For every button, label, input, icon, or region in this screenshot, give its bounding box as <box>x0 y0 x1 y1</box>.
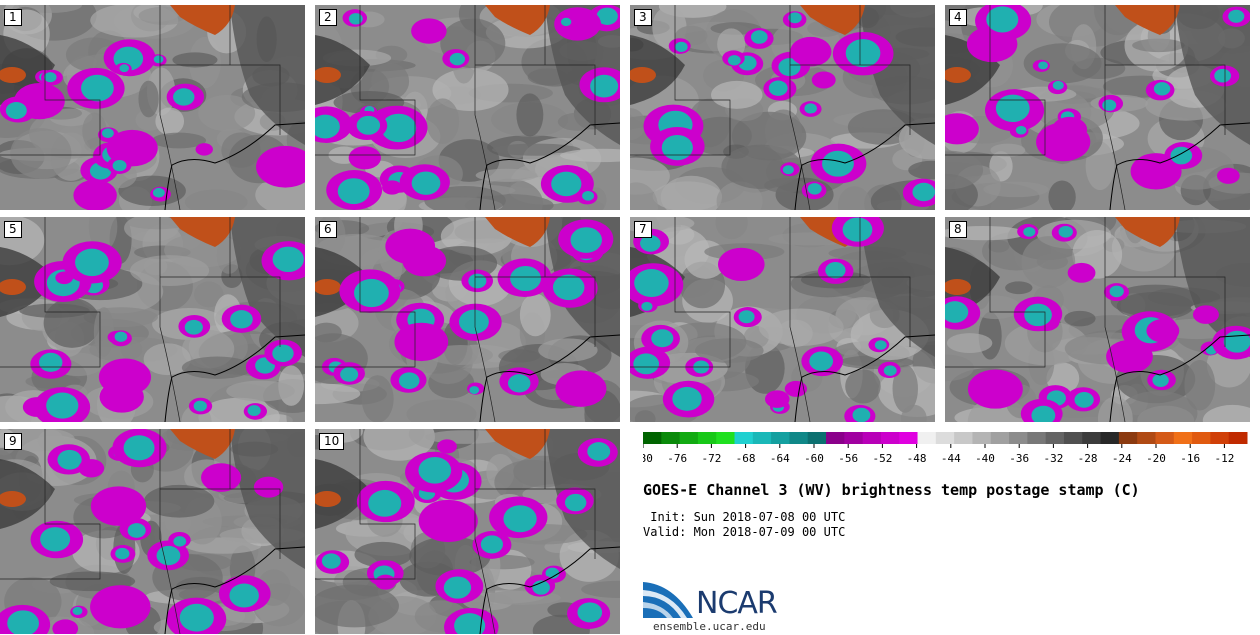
colorbar-segment <box>972 432 992 444</box>
colorbar-tick-label: -64 <box>770 452 790 465</box>
colorbar-tick-label: -36 <box>1009 452 1029 465</box>
panel-number-label: 5 <box>4 221 22 238</box>
colorbar-tick-label: -60 <box>804 452 824 465</box>
init-time: Init: Sun 2018-07-08 00 UTC <box>643 510 846 524</box>
forecast-panel-4: 4 <box>945 5 1250 210</box>
forecast-panel-2: 2 <box>315 5 620 210</box>
colorbar-segment <box>880 432 900 444</box>
water-vapor-map <box>945 217 1250 422</box>
water-vapor-map <box>0 217 305 422</box>
forecast-panel-10: 10 <box>315 429 620 634</box>
colorbar-segment <box>1137 432 1156 444</box>
panel-number-label: 10 <box>319 433 345 450</box>
colorbar-tick-label: -56 <box>838 452 858 465</box>
panel-number-label: 6 <box>319 221 337 238</box>
panel-number-label: 3 <box>634 9 652 26</box>
water-vapor-map <box>630 5 935 210</box>
colorbar-tick-label: -32 <box>1043 452 1063 465</box>
colorbar-segment <box>844 432 864 444</box>
colorbar-segment <box>1210 432 1230 444</box>
colorbar-tick-label: -76 <box>667 452 687 465</box>
colorbar: -80 -76 -72 -68 -64 -60 -56 -52 -48 -44 -40 -36 -32 -… <box>643 432 1248 465</box>
forecast-panel-1: 1 <box>0 5 305 210</box>
colorbar-tick-label: -28 <box>1078 452 1098 465</box>
colorbar-segment <box>1155 432 1175 444</box>
colorbar-segment <box>1045 432 1065 444</box>
colorbar-segment <box>826 432 845 444</box>
forecast-panel-7: 7 <box>630 217 935 422</box>
colorbar-segment <box>954 432 973 444</box>
water-vapor-map <box>315 217 620 422</box>
colorbar-segment <box>1118 432 1138 444</box>
colorbar-segment <box>1173 432 1193 444</box>
colorbar-tick-label: -52 <box>872 452 892 465</box>
colorbar-segment <box>917 432 937 444</box>
colorbar-tick-label: -48 <box>907 452 927 465</box>
panel-number-label: 7 <box>634 221 652 238</box>
website-url[interactable]: ensemble.ucar.edu <box>653 620 766 633</box>
colorbar-segment <box>935 432 955 444</box>
colorbar-tick-label: -80 <box>643 452 653 465</box>
panel-number-label: 8 <box>949 221 967 238</box>
forecast-panel-5: 5 <box>0 217 305 422</box>
water-vapor-map <box>0 429 305 634</box>
colorbar-segment <box>1027 432 1047 444</box>
panel-number-label: 1 <box>4 9 22 26</box>
ncar-logo-icon <box>643 582 693 618</box>
colorbar-segment <box>661 432 681 444</box>
colorbar-tick-label: -20 <box>1146 452 1166 465</box>
colorbar-tick-label: -72 <box>701 452 721 465</box>
colorbar-segment <box>734 432 754 444</box>
water-vapor-map <box>0 5 305 210</box>
colorbar-segment <box>1228 432 1248 444</box>
colorbar-segment <box>752 432 772 444</box>
colorbar-segment <box>697 432 717 444</box>
colorbar-tick-label: -40 <box>975 452 995 465</box>
colorbar-tick-label: -16 <box>1180 452 1200 465</box>
valid-time: Valid: Mon 2018-07-09 00 UTC <box>643 525 846 539</box>
colorbar-tick-label: -12 <box>1214 452 1234 465</box>
forecast-panel-3: 3 <box>630 5 935 210</box>
forecast-panel-6: 6 <box>315 217 620 422</box>
colorbar-segment <box>789 432 809 444</box>
water-vapor-map <box>315 5 620 210</box>
colorbar-segment <box>1009 432 1028 444</box>
colorbar-segment <box>807 432 827 444</box>
colorbar-segment <box>643 432 662 444</box>
water-vapor-map <box>630 217 935 422</box>
colorbar-tick-label: -24 <box>1112 452 1132 465</box>
panel-number-label: 4 <box>949 9 967 26</box>
ncar-logo-text: NCAR <box>696 586 778 621</box>
colorbar-segment <box>716 432 736 444</box>
panel-number-label: 2 <box>319 9 337 26</box>
panel-number-label: 9 <box>4 433 22 450</box>
colorbar-segment <box>679 432 699 444</box>
colorbar-segment <box>1100 432 1120 444</box>
colorbar-segment <box>862 432 882 444</box>
forecast-panel-9: 9 <box>0 429 305 634</box>
water-vapor-map <box>315 429 620 634</box>
figure-title: GOES-E Channel 3 (WV) brightness temp po… <box>643 481 1140 499</box>
colorbar-segment <box>1192 432 1211 444</box>
colorbar-segment <box>1063 432 1083 444</box>
colorbar-tick-label: -44 <box>941 452 961 465</box>
colorbar-segment <box>771 432 790 444</box>
water-vapor-map <box>945 5 1250 210</box>
colorbar-tick-label: -68 <box>736 452 756 465</box>
forecast-panel-8: 8 <box>945 217 1250 422</box>
colorbar-segment <box>899 432 919 444</box>
colorbar-segment <box>1082 432 1102 444</box>
colorbar-segment <box>990 432 1010 444</box>
